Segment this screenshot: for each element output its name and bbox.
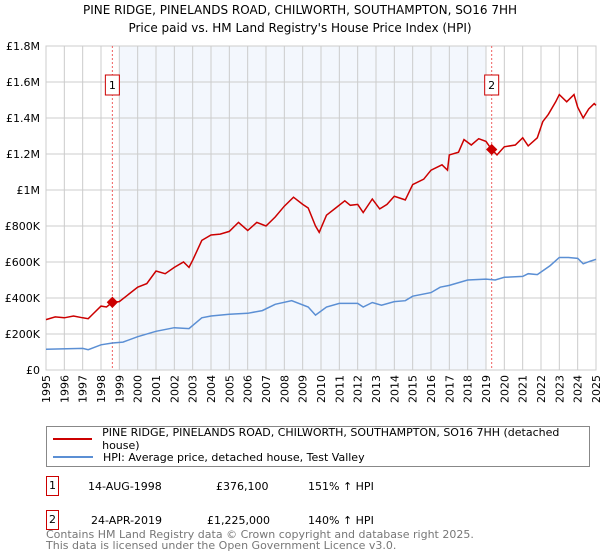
x-tick-label: 1998	[95, 375, 108, 403]
x-tick-label: 2012	[352, 375, 365, 403]
x-tick-label: 2024	[572, 375, 585, 403]
transaction-price: £376,100	[216, 480, 269, 493]
y-tick-label: £1.8M	[6, 40, 40, 53]
price-chart: 1995 1996 1997 1998 1999 2000 2001 2002 2003 2004…	[5, 40, 600, 403]
x-tick-label: 2008	[278, 375, 291, 403]
x-tick-label: 1997	[77, 375, 90, 403]
legend-item-hpi: HPI: Average price, detached house, Test…	[53, 449, 365, 465]
x-tick-label: 2010	[315, 375, 328, 403]
marker-label: 1	[109, 79, 116, 92]
x-tick-label: 2009	[297, 375, 310, 403]
chart-title: PINE RIDGE, PINELANDS ROAD, CHILWORTH, S…	[82, 3, 518, 17]
y-tick-label: £400K	[5, 292, 41, 305]
transaction-hpi: 151% ↑ HPI	[308, 480, 374, 493]
marker-badge	[484, 74, 500, 96]
x-tick-label: 2005	[223, 375, 236, 403]
x-tick-label: 2013	[370, 375, 383, 403]
x-tick-label: 2011	[333, 375, 346, 403]
y-tick-label: £200K	[5, 328, 41, 341]
footer-licence: This data is licensed under the Open Gov…	[46, 539, 397, 552]
x-tick-label: 2002	[168, 375, 181, 403]
x-tick-label: 2000	[132, 375, 145, 403]
x-tick-label: 2020	[498, 375, 511, 403]
transaction-row: 2 24-APR-2019 £1,225,000 140% ↑ HPI	[46, 510, 446, 532]
legend-label: PINE RIDGE, PINELANDS ROAD, CHILWORTH, S…	[102, 426, 560, 452]
transaction-price: £1,225,000	[207, 514, 270, 527]
x-tick-label: 2017	[443, 375, 456, 403]
plot-border	[45, 45, 597, 371]
y-tick-label: £600K	[5, 256, 41, 269]
transaction-date: 14-AUG-1998	[88, 480, 162, 493]
y-tick-label: £0	[26, 364, 40, 377]
x-tick-label: 2023	[553, 375, 566, 403]
price-line	[45, 93, 597, 321]
legend-item-property: PINE RIDGE, PINELANDS ROAD, CHILWORTH, S…	[53, 426, 589, 452]
marker-badge: 2	[46, 510, 59, 530]
transaction-hpi: 140% ↑ HPI	[308, 514, 374, 527]
x-tick-label: 2025	[590, 375, 600, 403]
y-tick-label: £800K	[5, 220, 41, 233]
x-tick-label: 2007	[260, 375, 273, 403]
x-tick-label: 2004	[205, 375, 218, 403]
x-tick-label: 2006	[242, 375, 255, 403]
x-tick-label: 1996	[58, 375, 71, 403]
legend: PINE RIDGE, PINELANDS ROAD, CHILWORTH, S…	[46, 426, 590, 467]
x-tick-label: 2016	[425, 375, 438, 403]
y-tick-label: £1M	[17, 184, 41, 197]
x-tick-label: 2014	[388, 375, 401, 403]
x-tick-label: 2022	[535, 375, 548, 403]
chart-subtitle: Price paid vs. HM Land Registry's House …	[128, 21, 472, 35]
legend-label: HPI: Average price, detached house, Test…	[103, 450, 365, 464]
x-tick-label: 2018	[462, 375, 475, 403]
marker-badge: 1	[46, 476, 59, 496]
footer-copyright: Contains HM Land Registry data © Crown c…	[46, 528, 474, 541]
y-tick-label: £1.2M	[6, 148, 40, 161]
x-tick-label: 2001	[150, 375, 163, 403]
y-tick-label: £1.4M	[6, 112, 40, 125]
x-tick-label: 2021	[517, 375, 530, 403]
marker-label: 2	[488, 79, 495, 92]
hpi-line	[45, 256, 597, 351]
legend-swatch-red	[53, 438, 93, 440]
x-tick-label: 1995	[40, 375, 53, 403]
legend-swatch-blue	[53, 456, 93, 458]
x-tick-label: 2003	[187, 375, 200, 403]
y-tick-label: £1.6M	[6, 76, 40, 89]
transaction-row: 1 14-AUG-1998 £376,100 151% ↑ HPI	[46, 476, 446, 498]
transaction-date: 24-APR-2019	[91, 514, 163, 527]
x-tick-label: 2015	[407, 375, 420, 403]
marker-badge	[104, 74, 120, 96]
sale-point	[486, 143, 498, 156]
x-tick-label: 1999	[113, 375, 126, 403]
x-tick-label: 2019	[480, 375, 493, 403]
